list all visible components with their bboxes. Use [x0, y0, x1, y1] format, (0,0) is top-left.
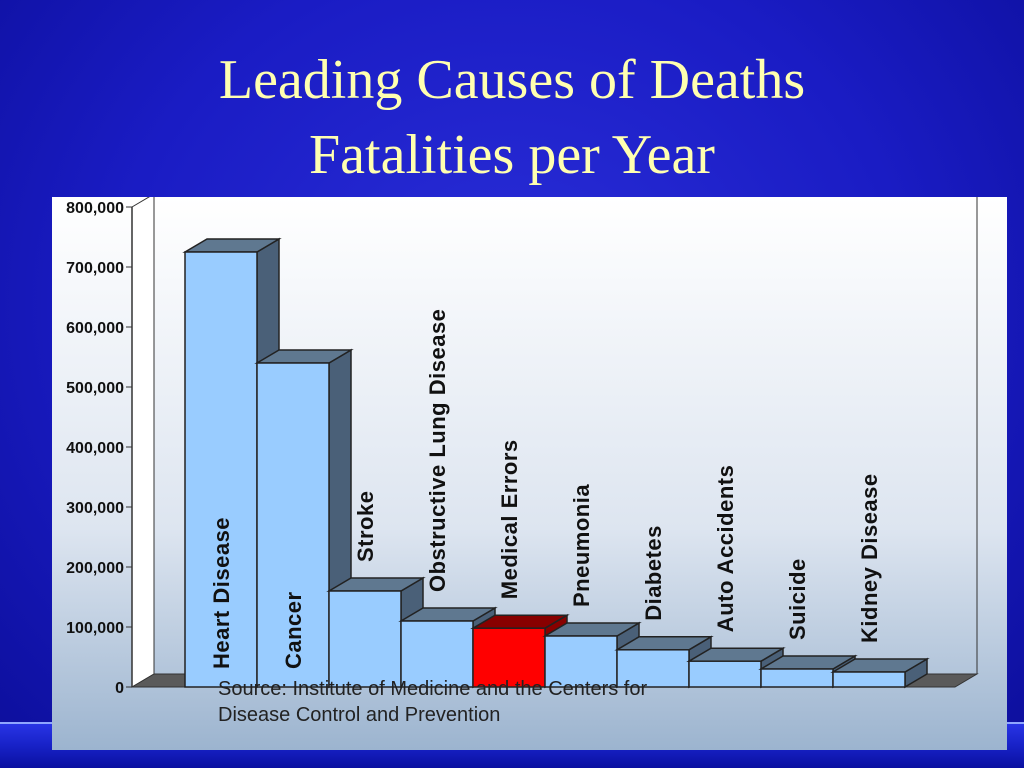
y-tick-label: 500,000 [66, 380, 124, 397]
y-tick-label: 600,000 [66, 320, 124, 337]
bar [688, 660, 762, 688]
y-tick-label: 300,000 [66, 500, 124, 517]
y-tick-label: 200,000 [66, 560, 124, 577]
y-tick-label: 0 [115, 680, 124, 697]
chart-panel: 0 100,000 200,000 300,000 400,000 500,000 600,… [52, 197, 1007, 750]
bar [328, 590, 402, 688]
chart-side-wall [131, 197, 155, 688]
y-tick-label: 100,000 [66, 620, 124, 637]
bar-chart: 0 100,000 200,000 300,000 400,000 500,000 600,… [66, 197, 979, 697]
y-tick-label: 700,000 [66, 260, 124, 277]
bar [256, 362, 330, 688]
y-tick-label: 800,000 [66, 200, 124, 217]
category-label: Cancer [281, 591, 306, 669]
slide-title-line-1: Leading Causes of Deaths [218, 49, 806, 111]
bar [832, 671, 906, 688]
source-line-1: Source: Institute of Medicine and the Ce… [218, 678, 648, 700]
source-line-2: Disease Control and Prevention [218, 704, 501, 726]
bar [616, 649, 690, 688]
category-label: Auto Accidents [713, 465, 738, 633]
category-label: Medical Errors [497, 439, 522, 599]
bar [544, 635, 618, 688]
category-label: Obstructive Lung Disease [425, 309, 450, 592]
bar [184, 251, 258, 688]
category-label: Pneumonia [569, 484, 594, 607]
category-label: Stroke [353, 491, 378, 562]
slide-title-line-2: Fatalities per Year [309, 124, 715, 186]
y-tick-label: 400,000 [66, 440, 124, 457]
source-note: Source: Institute of Medicine and the Ce… [218, 676, 647, 728]
category-label: Kidney Disease [857, 473, 882, 643]
bar [760, 668, 834, 688]
category-label: Suicide [785, 558, 810, 640]
category-label: Diabetes [641, 525, 666, 621]
category-label: Heart Disease [209, 517, 234, 669]
